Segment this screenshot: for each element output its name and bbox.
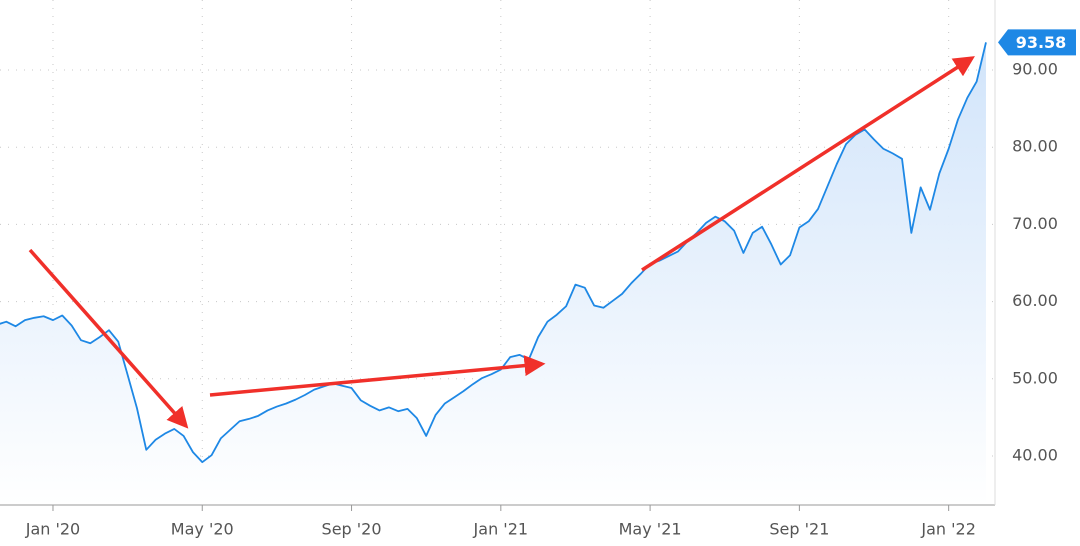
line [0, 42, 987, 464]
arrow-down [28, 248, 189, 429]
y-tick-label: 90.00 [1012, 60, 1058, 79]
x-tick-label: Jan '22 [920, 520, 976, 539]
y-tick-label: 80.00 [1012, 137, 1058, 156]
price-tag-label: 93.58 [1016, 33, 1067, 52]
x-tick-label: Sep '20 [322, 520, 382, 539]
x-tick-label: May '21 [619, 520, 682, 539]
y-tick-label: 50.00 [1012, 368, 1058, 387]
y-tick-label: 70.00 [1012, 214, 1058, 233]
x-tick-label: Sep '21 [769, 520, 829, 539]
x-tick-label: May '20 [171, 520, 234, 539]
x-tick-label: Jan '21 [473, 520, 529, 539]
arrow-flat [209, 355, 546, 397]
x-tick-label: Jan '20 [25, 520, 81, 539]
y-tick-label: 40.00 [1012, 445, 1058, 464]
last-price-tag: 93.58 [998, 29, 1076, 56]
price-tag [998, 29, 1076, 56]
y-tick-label: 60.00 [1012, 291, 1058, 310]
annotations [28, 56, 975, 429]
plot-area [0, 0, 995, 505]
arrow-up [641, 56, 975, 272]
area [0, 42, 986, 505]
